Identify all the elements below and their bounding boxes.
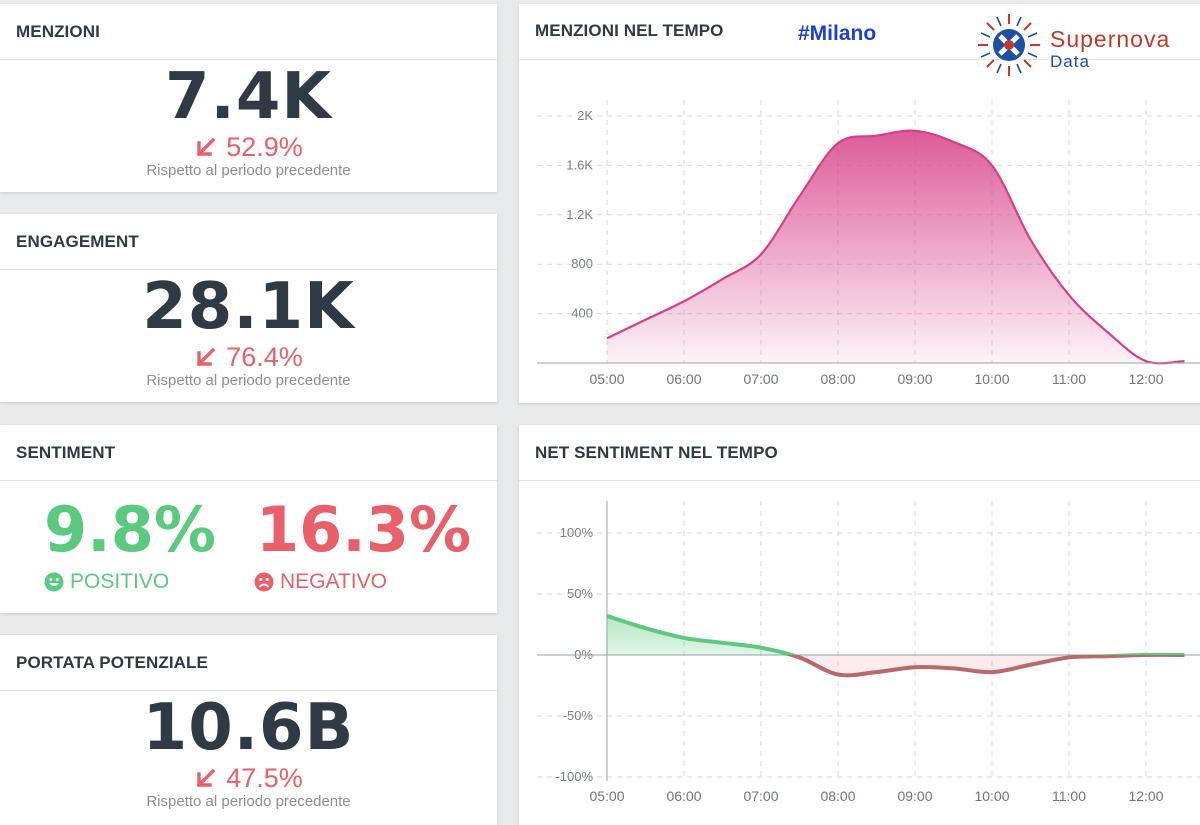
menzioni-chart-title: MENZIONI NEL TEMPO	[535, 21, 724, 40]
engagement-note: Rispetto al periodo precedente	[146, 372, 351, 389]
portata-note: Rispetto al periodo precedente	[146, 793, 351, 810]
x-tick-label: 08:00	[820, 371, 855, 387]
y-tick-label: 1.2K	[566, 207, 593, 222]
menzioni-value: 7.4K	[165, 60, 332, 134]
x-tick-label: 11:00	[1052, 371, 1086, 387]
menzioni-card-header: MENZIONI	[0, 4, 497, 60]
menzioni-chart-header: MENZIONI NEL TEMPO	[519, 4, 1200, 60]
negative-value: 16.3%	[256, 493, 472, 566]
mentions-area-chart: 400 800 1.2K 1.6K 2K 05:00 06:00 07:00 08:00 09:0…	[537, 100, 1200, 387]
x-tick-label: 08:00	[820, 788, 855, 804]
menzioni-card: MENZIONI 7.4K 52.9% Rispetto al periodo …	[0, 4, 497, 192]
sentiment-card-header: SENTIMENT	[0, 425, 497, 481]
portata-title: PORTATA POTENZIALE	[16, 652, 208, 672]
portata-card: PORTATA POTENZIALE 10.6B 47.5% Rispetto …	[0, 635, 497, 825]
logo-name: Supernova	[1050, 26, 1171, 52]
x-tick-label: 10:00	[974, 788, 1009, 804]
engagement-card-header: ENGAGEMENT	[0, 214, 497, 270]
net-sentiment-line-negative	[784, 655, 1185, 678]
smile-icon	[44, 572, 64, 592]
sentiment-title: SENTIMENT	[16, 442, 116, 462]
negative-area	[607, 655, 1185, 676]
x-tick-label: 11:00	[1052, 788, 1086, 804]
logo-sub: Data	[1050, 52, 1090, 71]
x-tick-label: 05:00	[589, 371, 624, 387]
net-sentiment-chart-card: NET SENTIMENT NEL TEMPO 100% 50% 0% -50% -10…	[519, 425, 1200, 825]
arrow-down-left-icon	[196, 768, 216, 787]
y-tick-label: 50%	[567, 586, 593, 601]
y-tick-label: 1.6K	[566, 157, 593, 172]
arrow-down-left-icon	[196, 347, 216, 366]
x-tick-label: 12:00	[1128, 788, 1163, 804]
menzioni-chart-card: MENZIONI NEL TEMPO 400 800 1.2K 1.6K 2K 05:00…	[519, 4, 1200, 403]
engagement-card: ENGAGEMENT 28.1K 76.4% Rispetto al perio…	[0, 214, 497, 402]
y-tick-label: 2K	[577, 108, 593, 123]
arrow-down-left-icon	[196, 137, 216, 156]
mentions-area	[607, 130, 1185, 364]
hashtag-label: #Milano	[798, 22, 877, 45]
y-tick-label: 800	[571, 256, 593, 271]
x-tick-label: 06:00	[666, 788, 701, 804]
positive-area	[607, 615, 1185, 655]
y-tick-label: 100%	[560, 525, 594, 540]
sentiment-card: SENTIMENT 9.8% POSITIVO 16.3% NEGATIVO	[0, 425, 497, 613]
positive-label-text: POSITIVO	[70, 570, 170, 593]
net-sentiment-line-chart: 100%50%0%-50%-100%05:00 06:00 07:00 08:00 09…	[537, 501, 1200, 804]
portata-delta: 47.5%	[0, 763, 497, 794]
y-tick-label: -50%	[563, 708, 594, 723]
menzioni-title: MENZIONI	[16, 21, 100, 41]
engagement-title: ENGAGEMENT	[16, 231, 139, 251]
negative-label-text: NEGATIVO	[280, 570, 387, 593]
net-sentiment-chart-title: NET SENTIMENT NEL TEMPO	[535, 442, 778, 462]
negative-label: NEGATIVO	[254, 570, 387, 594]
portata-card-header: PORTATA POTENZIALE	[0, 635, 497, 691]
menzioni-delta: 52.9%	[0, 132, 497, 163]
x-tick-label: 09:00	[897, 788, 932, 804]
x-tick-label: 12:00	[1128, 371, 1163, 387]
positive-label: POSITIVO	[44, 570, 169, 594]
portata-delta-value: 47.5%	[226, 763, 303, 793]
menzioni-note: Rispetto al periodo precedente	[146, 162, 351, 179]
frown-icon	[254, 572, 274, 592]
x-tick-label: 06:00	[666, 371, 701, 387]
engagement-delta-value: 76.4%	[226, 342, 303, 372]
x-tick-label: 07:00	[743, 371, 778, 387]
supernova-logo: Supernova Data	[976, 12, 1196, 78]
net-sentiment-chart-header: NET SENTIMENT NEL TEMPO	[519, 425, 1200, 481]
portata-value: 10.6B	[142, 691, 355, 765]
engagement-value: 28.1K	[142, 270, 355, 344]
x-tick-label: 05:00	[589, 788, 624, 804]
engagement-delta: 76.4%	[0, 342, 497, 373]
net-sentiment-line-positive	[606, 614, 1185, 655]
supernova-star-icon	[978, 14, 1040, 76]
y-tick-label: -100%	[555, 769, 593, 784]
y-tick-label: 400	[571, 306, 593, 321]
positive-value: 9.8%	[44, 493, 216, 566]
x-tick-label: 07:00	[743, 788, 778, 804]
mentions-line	[606, 129, 1185, 365]
x-tick-label: 10:00	[974, 371, 1009, 387]
menzioni-delta-value: 52.9%	[226, 132, 303, 162]
x-tick-label: 09:00	[897, 371, 932, 387]
